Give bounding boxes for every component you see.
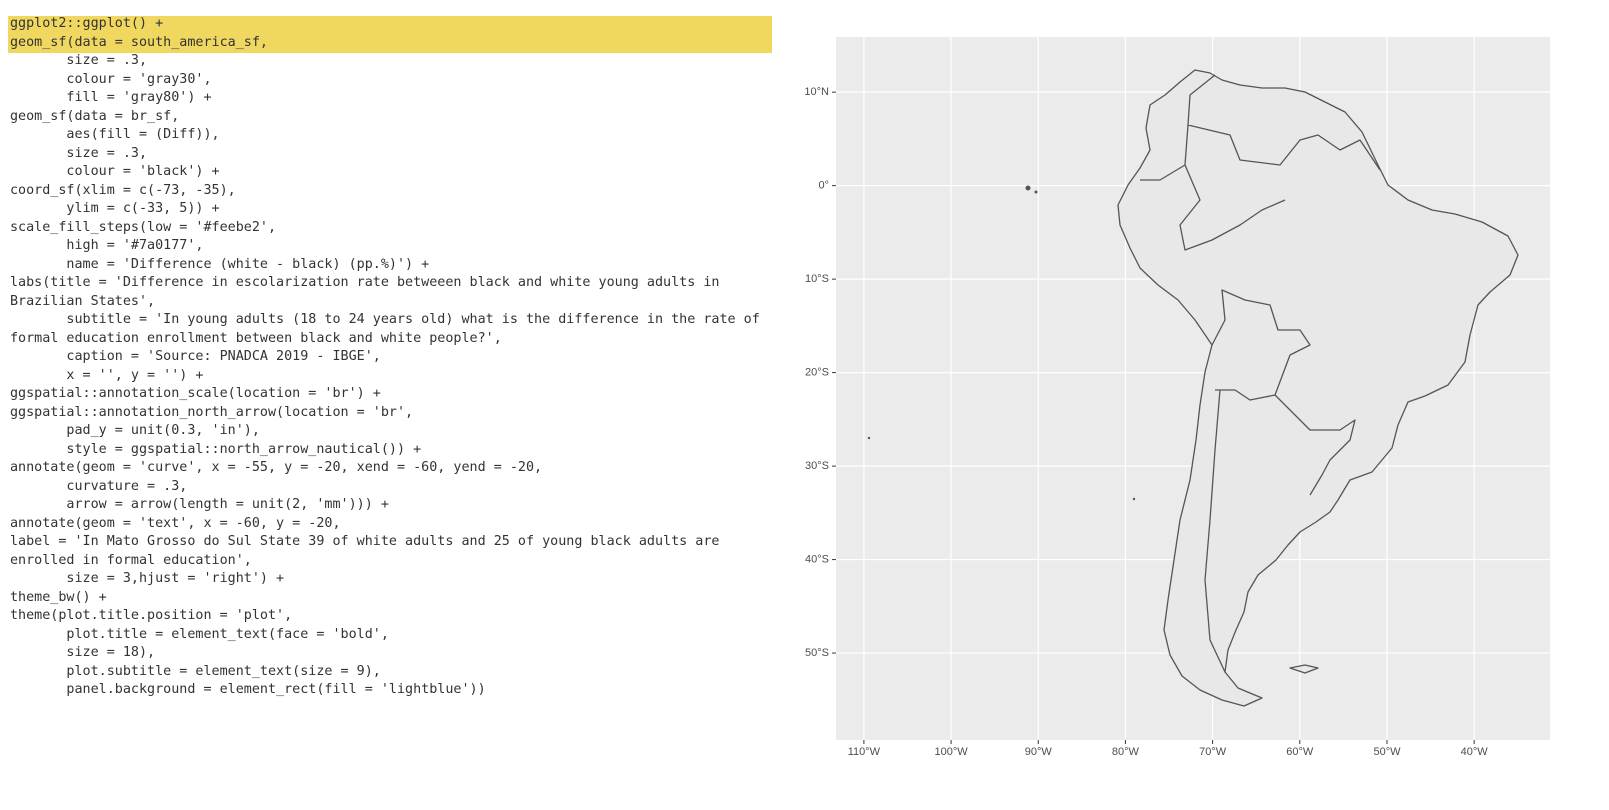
code-line: x = '', y = '') +: [10, 367, 204, 383]
island: [867, 436, 871, 440]
code-line: label = 'In Mato Grosso do Sul State 39 …: [10, 534, 720, 549]
x-tick-label: 110°W: [848, 746, 881, 758]
x-tick-label: 90°W: [1025, 746, 1053, 758]
code-line: scale_fill_steps(low = '#feebe2',: [10, 219, 277, 235]
code-line: pad_y = unit(0.3, 'in'),: [10, 423, 260, 438]
y-tick-label: 10°N: [804, 86, 829, 98]
code-line: size = .3,: [10, 145, 148, 161]
y-tick-label: 40°S: [805, 553, 829, 565]
island: [1025, 185, 1031, 191]
island: [1034, 190, 1038, 194]
code-line: style = ggspatial::north_arrow_nautical(…: [10, 441, 422, 457]
code-line: plot.subtitle = element_text(size = 9),: [10, 663, 381, 679]
y-tick-label: 20°S: [805, 367, 829, 379]
x-tick-label: 50°W: [1373, 746, 1401, 758]
code-line: fill = 'gray80') +: [10, 90, 212, 105]
code-line: formal education enrollment between blac…: [10, 330, 502, 346]
land: [1117, 69, 1519, 707]
code-line: curvature = .3,: [10, 478, 188, 494]
x-tick-label: 40°W: [1461, 746, 1489, 758]
y-tick-label: 50°S: [805, 647, 829, 659]
code-line: ggspatial::annotation_north_arrow(locati…: [10, 404, 414, 420]
code-line: enrolled in formal education',: [10, 552, 252, 568]
island: [1289, 664, 1319, 674]
code-line: colour = 'gray30',: [10, 71, 212, 87]
island: [1132, 497, 1136, 501]
code-line: annotate(geom = 'text', x = -60, y = -20…: [10, 515, 341, 531]
code-line: coord_sf(xlim = c(-73, -35),: [10, 182, 236, 198]
code-line: colour = 'black') +: [10, 164, 220, 179]
y-tick-label: 30°S: [805, 460, 829, 472]
code-line: ylim = c(-33, 5)) +: [10, 201, 220, 216]
code-line: ggspatial::annotation_scale(location = '…: [10, 386, 381, 401]
code-line: annotate(geom = 'curve', x = -55, y = -2…: [10, 460, 543, 475]
x-tick-label: 70°W: [1199, 746, 1227, 758]
code-line: name = 'Difference (white - black) (pp.%…: [10, 256, 430, 272]
code-line: theme_bw() +: [10, 589, 107, 605]
x-tick-label: 60°W: [1286, 746, 1314, 758]
code-line: size = 3,hjust = 'right') +: [10, 571, 285, 586]
code-line: geom_sf(data = south_america_sf,: [10, 34, 268, 50]
code-line: subtitle = 'In young adults (18 to 24 ye…: [10, 312, 760, 327]
code-line: panel.background = element_rect(fill = '…: [10, 682, 486, 697]
code-line: arrow = arrow(length = unit(2, 'mm'))) +: [10, 497, 389, 512]
code-line: ggplot2::ggplot() +: [10, 16, 164, 31]
code-line: theme(plot.title.position = 'plot',: [10, 608, 293, 623]
code-line: geom_sf(data = br_sf,: [10, 108, 180, 124]
y-tick-label: 0°: [818, 180, 829, 192]
code-line: labs(title = 'Difference in escolarizati…: [10, 275, 720, 290]
code-editor: ggplot2::ggplot() +geom_sf(data = south_…: [10, 15, 760, 700]
line-highlight: [8, 16, 772, 53]
country-borders: [1140, 74, 1381, 673]
code-line: aes(fill = (Diff)),: [10, 127, 220, 142]
code-line: Brazilian States',: [10, 293, 156, 309]
code-line: size = .3,: [10, 53, 148, 68]
code-line: size = 18),: [10, 645, 156, 660]
y-tick-label: 10°S: [805, 273, 829, 285]
x-tick-label: 80°W: [1112, 746, 1140, 758]
code-line: caption = 'Source: PNADCA 2019 - IBGE',: [10, 349, 381, 364]
x-tick-label: 100°W: [935, 746, 969, 758]
code-line: plot.title = element_text(face = 'bold',: [10, 626, 389, 642]
code-line: high = '#7a0177',: [10, 238, 204, 253]
galapagos: [867, 185, 1136, 501]
